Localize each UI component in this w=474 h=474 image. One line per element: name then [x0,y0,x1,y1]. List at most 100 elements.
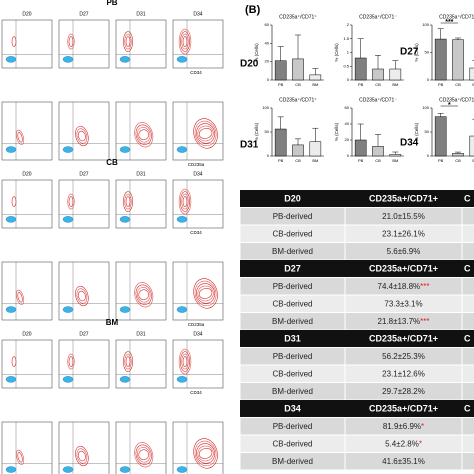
value-cell: 21.8±13.7%*** [378,317,430,326]
contour [17,452,23,463]
contour [197,125,214,142]
cell-cluster [176,216,188,223]
value-cell: 5.6±6.9% [387,247,421,256]
panel-label: (B) [245,4,261,16]
table-row [239,452,474,471]
row-label: BM-derived [272,387,313,396]
day-label: D27 [79,331,88,337]
table-header [240,330,474,348]
value-cell: 81.9±6.9%* [383,422,424,431]
contour [180,351,190,372]
day-label: D31 [240,140,259,151]
contour [11,356,17,367]
contour [135,284,152,305]
y-axis-label: % (Cells) [254,43,259,62]
contour [198,288,213,299]
header-cell: D34 [284,404,301,414]
y-tick-label: 40 [265,40,270,45]
contour [11,36,17,47]
x-tick-label: BM [472,82,474,87]
contour [77,130,86,142]
contour [76,288,88,304]
cell-cluster [5,466,17,473]
day-label: D34 [193,171,202,177]
bar [372,68,384,81]
y-tick-label: 0 [347,77,350,82]
day-label: D20 [240,59,259,70]
axis-label: CD34 [190,230,202,235]
value-cell: 74.4±18.8%*** [378,282,430,291]
cell-cluster [62,376,74,383]
group-label: CB [106,158,118,167]
day-label: D20 [22,171,31,177]
header-cell: D31 [284,334,301,344]
x-tick-label: BM [392,158,398,163]
bar [452,39,464,81]
flow-plot [172,19,224,69]
bar [309,141,322,157]
flow-plot [1,421,53,474]
contour [193,118,218,149]
cell-cluster [119,376,131,383]
chart-title: CD235a⁺/CD71⁺ [279,97,317,103]
value: 23.1±26.1% [382,229,425,238]
contour [181,193,189,210]
contour [16,289,25,305]
significance: * [448,102,451,109]
x-tick-label: PB [358,158,364,163]
contour [75,445,89,467]
contour [123,31,133,52]
contour [178,348,192,375]
x-tick-label: BM [312,158,318,163]
header-cell: C [464,404,471,414]
bar [354,57,367,81]
value-cell: 21.0±15.5% [382,212,425,221]
row-label: CB-derived [272,369,312,378]
contour [124,33,132,50]
day-label: D27 [79,11,88,17]
day-label: D34 [400,138,419,149]
y-axis-label: % (Cells) [334,43,339,62]
y-tick-label: 0.5 [343,63,349,68]
y-tick-label: 0 [427,153,430,158]
chart-title: CD235a⁺/CD71⁻ [359,14,397,20]
value-cell: 29.7±28.2% [382,387,425,396]
x-tick-label: CB [375,82,381,87]
value-cell: 23.1±26.1% [382,229,425,238]
y-tick-label: 2 [347,22,350,27]
x-tick-label: PB [438,82,444,87]
cell-cluster [119,56,131,63]
day-label: D31 [136,11,145,17]
row-label: CB-derived [272,229,312,238]
contour [16,449,25,465]
chart-title: CD235a⁺/CD71⁺ [439,97,474,103]
cell-cluster [176,466,188,473]
cell-cluster [62,56,74,63]
y-tick-label: 50 [425,129,430,134]
flow-plot [58,261,110,321]
contour [135,444,152,465]
contour [124,193,132,210]
header-cell: C [464,194,471,204]
bar [469,135,474,157]
cell-cluster [5,376,17,383]
y-tick-label: 0 [267,153,270,158]
chart-title: CD235a⁺/CD71⁻ [359,97,397,103]
contour [134,122,154,148]
contour [196,443,216,464]
contour [77,450,86,462]
contour [137,127,151,143]
contour [182,196,188,207]
day-label: D27 [400,47,419,58]
value-cell: 73.3±3.1% [384,299,422,308]
cell-cluster [62,306,74,313]
y-tick-label: 100 [422,22,429,27]
bar [389,154,402,157]
cell-cluster [5,146,17,153]
value: 73.3±3.1% [384,299,422,308]
contour [77,290,86,302]
contour [67,33,75,50]
chart-title: CD235a⁺/CD71⁺ [279,14,317,20]
y-tick-label: 40 [345,121,350,126]
